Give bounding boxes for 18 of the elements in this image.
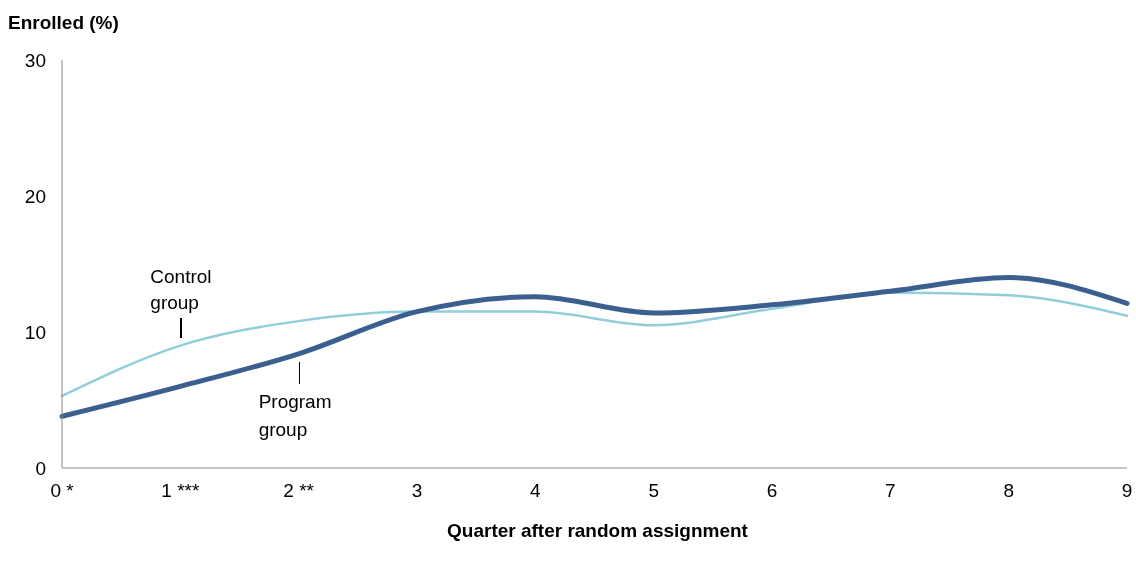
x-tick-label: 8 bbox=[1003, 480, 1014, 502]
x-axis-title: Quarter after random assignment bbox=[446, 520, 749, 542]
x-tick-label: 3 bbox=[411, 480, 423, 502]
x-tick-label: 5 bbox=[648, 480, 659, 502]
y-tick-label: 30 bbox=[24, 49, 46, 71]
x-tick-label: 0 * bbox=[50, 480, 75, 502]
y-tick-label: 0 bbox=[35, 457, 46, 479]
x-tick-label: 4 bbox=[530, 480, 542, 502]
x-tick-label: 9 bbox=[1121, 480, 1133, 502]
series-label: Control group bbox=[150, 264, 212, 315]
x-tick-label: 7 bbox=[885, 480, 896, 502]
series-label: Program group bbox=[258, 389, 332, 442]
x-tick-label: 1 *** bbox=[161, 480, 200, 502]
x-tick-label: 6 bbox=[766, 480, 778, 502]
y-tick-label: 20 bbox=[24, 185, 46, 207]
y-tick-label: 10 bbox=[24, 321, 46, 343]
y-axis-title: Enrolled (%) bbox=[8, 12, 119, 34]
x-tick-label: 2 ** bbox=[283, 480, 315, 502]
